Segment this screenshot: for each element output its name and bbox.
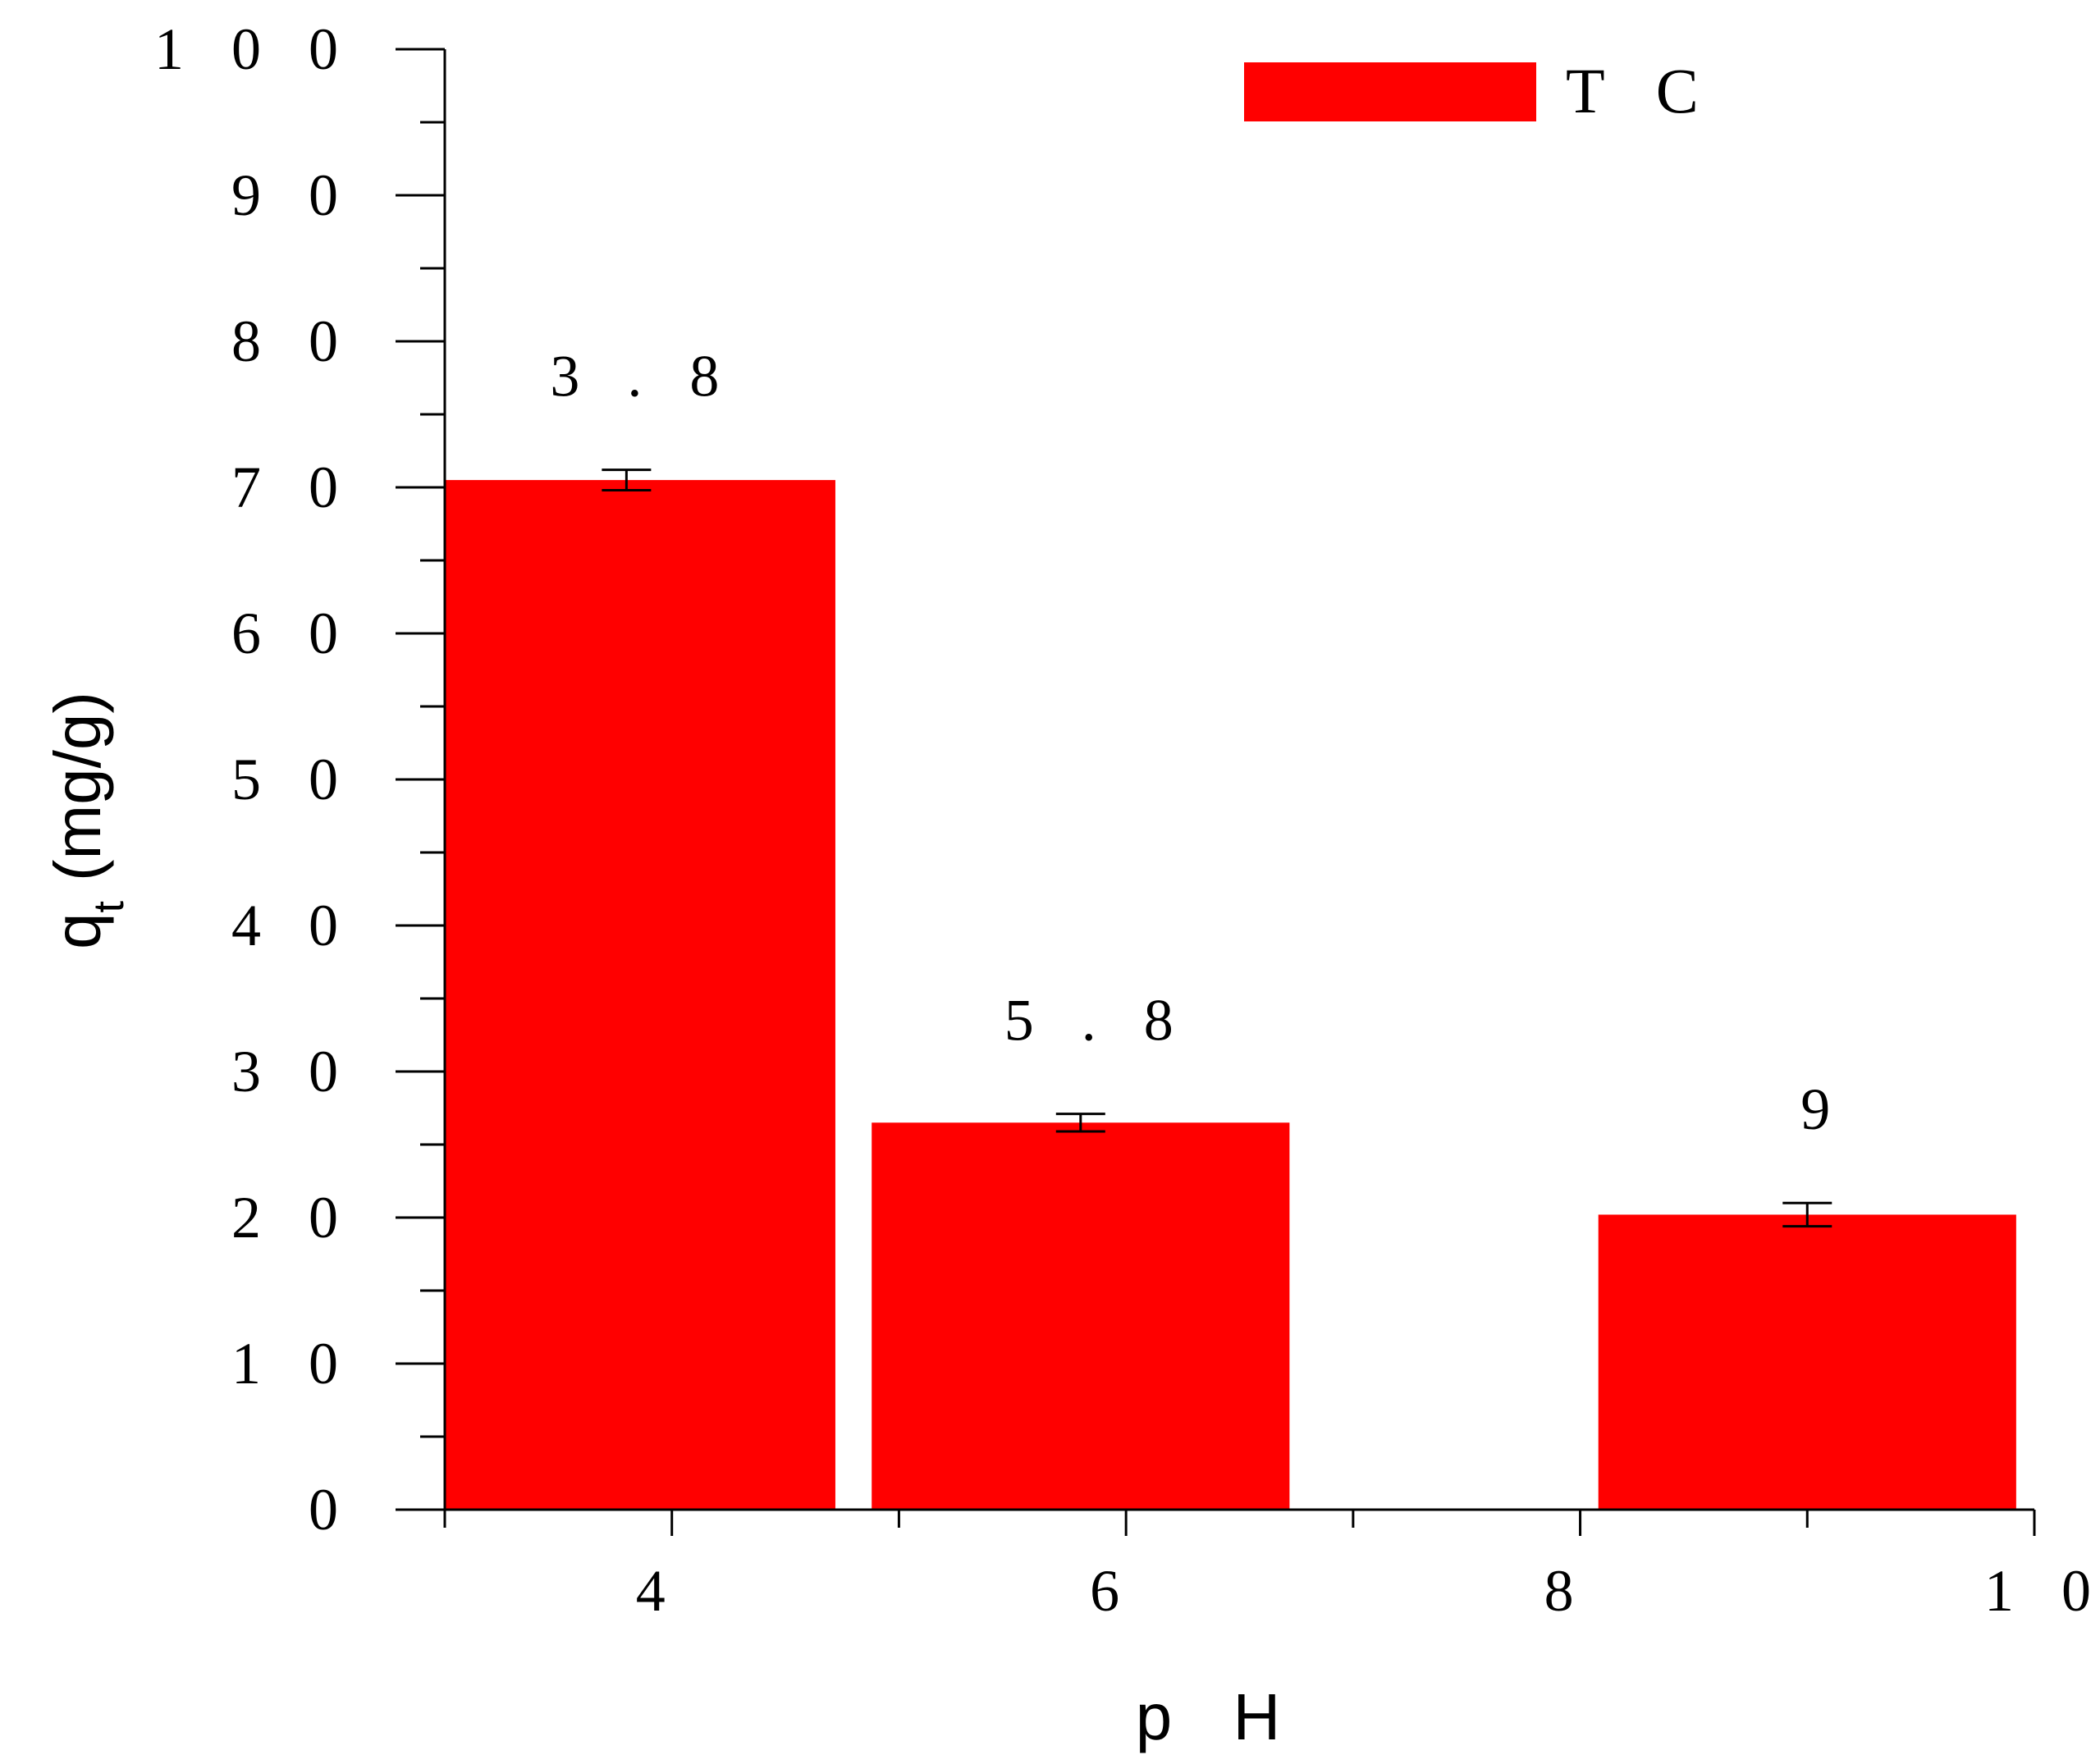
bar-1	[445, 480, 835, 1510]
y-tick-label-60: 6 0	[231, 601, 355, 666]
bars-layer	[445, 480, 2016, 1510]
y-axis-title: qt (mg/g)	[41, 692, 133, 949]
legend: T C	[1244, 55, 1717, 126]
y-tick-label-0: 0	[309, 1477, 355, 1542]
y-tick-label-30: 3 0	[231, 1039, 355, 1104]
y-tick-label-80: 8 0	[231, 308, 355, 374]
y-tick-label-70: 7 0	[231, 455, 355, 520]
y-tick-label-100: 1 0 0	[154, 16, 355, 82]
bar-2	[872, 1122, 1290, 1510]
x-axis-title: p H	[1136, 1680, 1302, 1753]
y-tick-label-40: 4 0	[231, 893, 355, 958]
bar-3	[1598, 1214, 2016, 1510]
y-axis-title-text: qt (mg/g)	[41, 692, 133, 949]
y-axis-title-sub: t	[85, 901, 133, 913]
bar-1-label: 3 . 8	[550, 344, 735, 409]
errorbars-layer	[602, 468, 1832, 1228]
ticks-layer	[396, 48, 2036, 1536]
y-axis-title-unit: (mg/g)	[41, 692, 114, 881]
y-tick-label-90: 9 0	[231, 162, 355, 228]
bar-3-label: 9	[1800, 1076, 1846, 1142]
y-tick-label-50: 5 0	[231, 747, 355, 812]
x-tick-label-10: 1 0	[1984, 1558, 2100, 1624]
legend-label: T C	[1566, 55, 1717, 126]
y-tick-label-20: 2 0	[231, 1185, 355, 1250]
y-tick-label-10: 1 0	[231, 1331, 355, 1396]
x-tick-label-8: 8	[1544, 1558, 1590, 1624]
y-axis-title-main: q	[41, 913, 114, 950]
x-tick-label-6: 6	[1090, 1558, 1136, 1624]
x-tick-label-4: 4	[636, 1558, 682, 1624]
bar-2-label: 5 . 8	[1004, 988, 1190, 1053]
labels-layer: 3 . 8 5 . 8 9 0 1 0 2 0 3 0 4 0 5 0 6 0 7 0 8 0 9 0 1…	[154, 16, 2100, 1624]
legend-swatch	[1244, 62, 1536, 121]
